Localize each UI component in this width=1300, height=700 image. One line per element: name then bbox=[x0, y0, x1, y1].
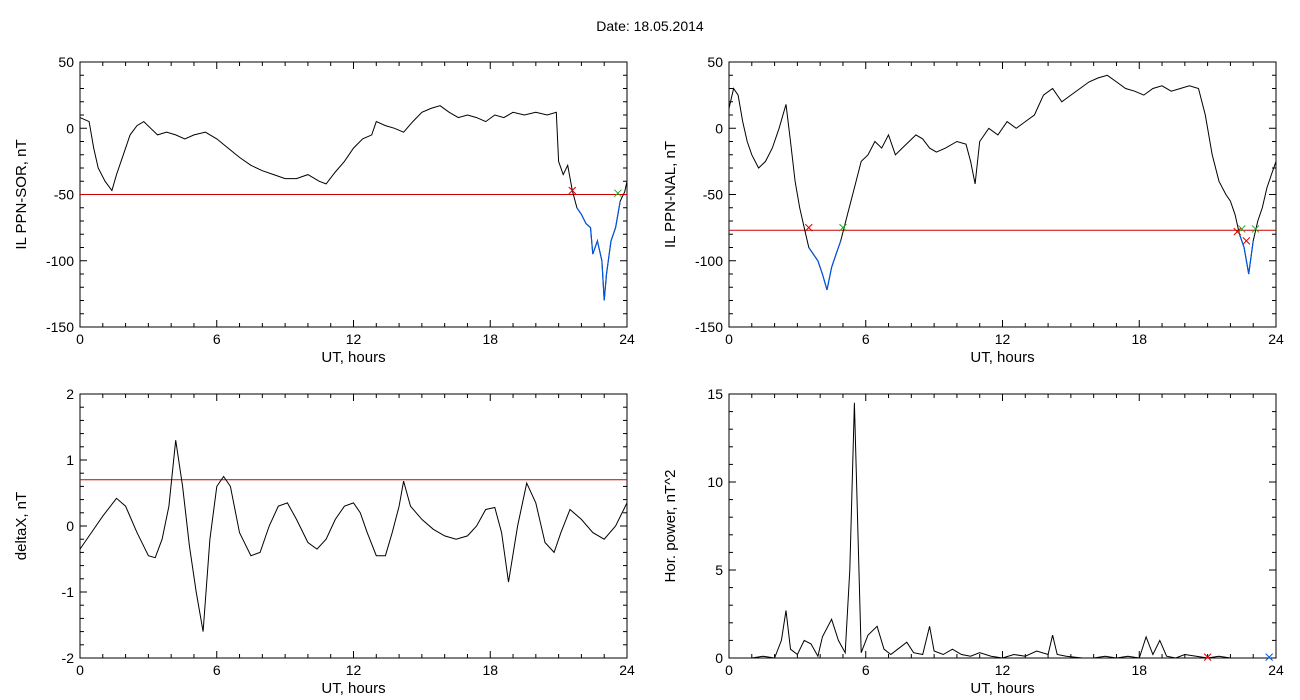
x-tick-label: 0 bbox=[76, 331, 84, 347]
series-line bbox=[79, 440, 628, 632]
y-tick-label: 2 bbox=[66, 386, 74, 402]
y-axis-label: IL PPN-NAL, nT bbox=[662, 141, 679, 248]
chart-ppn-sor: 0 6 12 18 24 -150 -100 -50 0 50 UT, hours IL PPN-SO… bbox=[13, 54, 635, 366]
chart-ppn-nal: 0 6 12 18 24 -150 -100 -50 0 50 UT, hours IL PPN-NA… bbox=[662, 54, 1284, 366]
event-marker bbox=[1237, 225, 1246, 233]
plot-frame bbox=[728, 393, 1277, 659]
plot-frame bbox=[728, 61, 1277, 328]
y-axis-label: deltaX, nT bbox=[13, 492, 30, 560]
y-tick-label: 1 bbox=[66, 452, 74, 468]
y-tick-label: 10 bbox=[707, 474, 723, 490]
x-tick-label: 6 bbox=[213, 662, 221, 678]
y-tick-label: 0 bbox=[715, 650, 723, 666]
x-tick-label: 24 bbox=[1268, 331, 1284, 347]
event-marker bbox=[804, 223, 813, 232]
x-tick-label: 0 bbox=[725, 662, 733, 678]
below-threshold-segment bbox=[808, 240, 842, 291]
y-tick-label: 5 bbox=[715, 562, 723, 578]
event-marker bbox=[1203, 653, 1212, 661]
event-marker bbox=[1251, 225, 1260, 233]
x-tick-label: 18 bbox=[1131, 662, 1147, 678]
series-line bbox=[79, 105, 628, 301]
x-axis-label: UT, hours bbox=[970, 680, 1034, 697]
event-marker bbox=[1233, 227, 1242, 236]
x-tick-label: 18 bbox=[1131, 331, 1147, 347]
y-tick-label: 50 bbox=[707, 54, 723, 70]
y-tick-label: -50 bbox=[54, 187, 74, 203]
x-axis-label: UT, hours bbox=[321, 680, 385, 697]
x-axis-label: UT, hours bbox=[970, 349, 1034, 366]
y-tick-label: -150 bbox=[46, 319, 74, 335]
y-tick-label: -2 bbox=[62, 650, 75, 666]
x-tick-label: 24 bbox=[1268, 662, 1284, 678]
y-tick-label: -1 bbox=[62, 584, 75, 600]
y-tick-label: 0 bbox=[66, 518, 74, 534]
below-threshold-segment bbox=[576, 200, 621, 301]
event-marker bbox=[614, 189, 622, 198]
below-threshold-segment bbox=[1238, 234, 1254, 275]
x-tick-label: 18 bbox=[482, 331, 498, 347]
x-tick-label: 0 bbox=[725, 331, 733, 347]
series-line bbox=[728, 74, 1277, 291]
y-axis-label: Hor. power, nT^2 bbox=[662, 470, 679, 583]
x-axis-label: UT, hours bbox=[321, 349, 385, 366]
x-tick-label: 0 bbox=[76, 662, 84, 678]
y-tick-label: 0 bbox=[715, 120, 723, 136]
x-tick-label: 6 bbox=[213, 331, 221, 347]
x-tick-label: 6 bbox=[862, 662, 870, 678]
y-tick-label: -100 bbox=[46, 253, 74, 269]
x-tick-label: 24 bbox=[619, 331, 635, 347]
y-tick-label: -100 bbox=[695, 253, 723, 269]
chart-hor-power: 0 6 12 18 24 0 5 10 15 UT, hours Hor. power, nT^2 bbox=[662, 386, 1284, 697]
x-tick-label: 12 bbox=[346, 331, 362, 347]
y-tick-label: -50 bbox=[703, 187, 723, 203]
y-tick-label: 15 bbox=[707, 386, 723, 402]
event-marker bbox=[839, 223, 847, 232]
page-title: Date: 18.05.2014 bbox=[596, 18, 704, 34]
y-tick-label: 50 bbox=[58, 54, 74, 70]
y-axis-label: IL PPN-SOR, nT bbox=[13, 139, 30, 249]
x-tick-label: 24 bbox=[619, 662, 635, 678]
y-tick-label: 0 bbox=[66, 120, 74, 136]
y-tick-label: -150 bbox=[695, 319, 723, 335]
x-tick-label: 12 bbox=[346, 662, 362, 678]
series-line bbox=[729, 402, 1276, 659]
event-marker bbox=[568, 186, 577, 195]
event-marker bbox=[1242, 237, 1251, 245]
x-tick-label: 12 bbox=[995, 331, 1011, 347]
event-marker bbox=[1265, 653, 1274, 661]
x-tick-label: 6 bbox=[862, 331, 870, 347]
x-tick-label: 18 bbox=[482, 662, 498, 678]
x-tick-label: 12 bbox=[995, 662, 1011, 678]
plot-frame bbox=[79, 393, 628, 659]
